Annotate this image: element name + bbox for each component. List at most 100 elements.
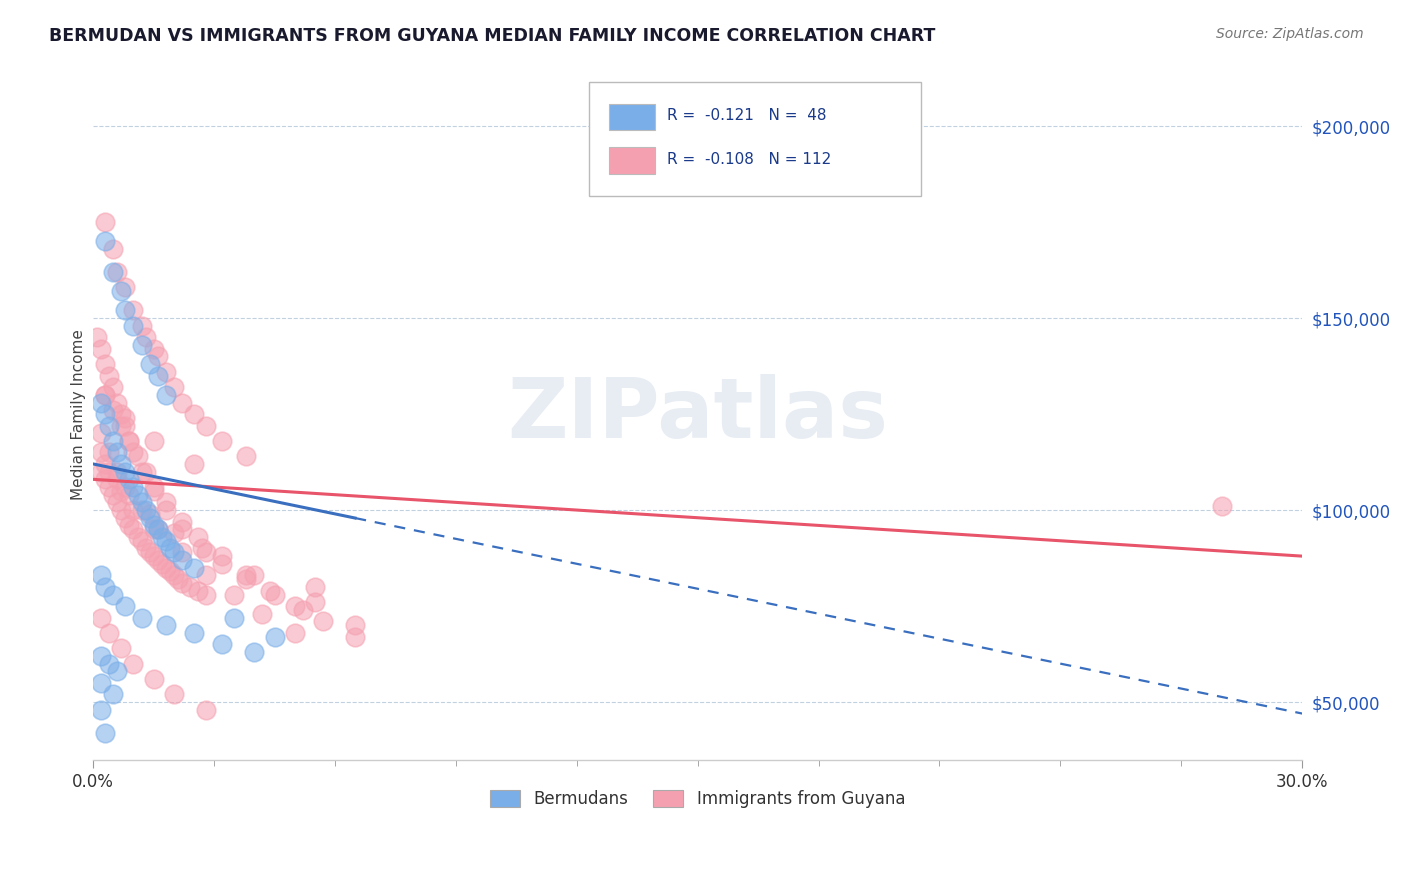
- Point: [110, 418, 132, 433]
- Point: [110, 483, 132, 498]
- Point: [131, 533, 153, 548]
- Point: [150, 557, 173, 571]
- Bar: [609, 103, 655, 130]
- Point: [94, 388, 117, 402]
- Point: [90, 426, 112, 441]
- Point: [183, 560, 205, 574]
- Point: [155, 533, 177, 548]
- Point: [344, 630, 367, 644]
- Point: [90, 568, 112, 582]
- Point: [118, 518, 141, 533]
- Point: [146, 522, 169, 536]
- Point: [118, 434, 141, 448]
- Point: [131, 610, 153, 624]
- Point: [103, 488, 125, 502]
- Legend: Bermudans, Immigrants from Guyana: Bermudans, Immigrants from Guyana: [484, 783, 912, 815]
- Point: [142, 672, 165, 686]
- Point: [146, 368, 169, 383]
- Point: [142, 342, 165, 356]
- Point: [118, 488, 141, 502]
- Point: [142, 518, 165, 533]
- Point: [98, 368, 121, 383]
- Point: [114, 599, 136, 613]
- Point: [155, 388, 177, 402]
- Point: [304, 580, 326, 594]
- Point: [114, 303, 136, 318]
- Point: [166, 572, 188, 586]
- Point: [224, 588, 246, 602]
- Point: [103, 434, 125, 448]
- Text: R =  -0.121   N =  48: R = -0.121 N = 48: [668, 108, 827, 123]
- Point: [122, 522, 145, 536]
- Point: [114, 465, 136, 479]
- Point: [252, 607, 274, 621]
- Point: [98, 445, 121, 459]
- Point: [155, 560, 177, 574]
- Point: [90, 395, 112, 409]
- Point: [211, 557, 233, 571]
- Point: [98, 465, 121, 479]
- Point: [131, 495, 153, 509]
- Point: [195, 568, 218, 582]
- Point: [122, 318, 145, 333]
- Point: [146, 553, 169, 567]
- Point: [150, 530, 173, 544]
- Point: [127, 530, 149, 544]
- Point: [94, 580, 117, 594]
- Point: [138, 545, 160, 559]
- Point: [211, 434, 233, 448]
- Point: [138, 507, 160, 521]
- Point: [224, 610, 246, 624]
- Point: [94, 472, 117, 486]
- Point: [90, 675, 112, 690]
- Point: [155, 365, 177, 379]
- Point: [235, 568, 257, 582]
- Point: [98, 480, 121, 494]
- Point: [163, 380, 186, 394]
- Point: [304, 595, 326, 609]
- Point: [146, 522, 169, 536]
- Point: [90, 703, 112, 717]
- Point: [183, 407, 205, 421]
- Text: BERMUDAN VS IMMIGRANTS FROM GUYANA MEDIAN FAMILY INCOME CORRELATION CHART: BERMUDAN VS IMMIGRANTS FROM GUYANA MEDIA…: [49, 27, 935, 45]
- Point: [155, 495, 177, 509]
- Point: [170, 522, 193, 536]
- Point: [235, 450, 257, 464]
- Text: Source: ZipAtlas.com: Source: ZipAtlas.com: [1216, 27, 1364, 41]
- Point: [1211, 500, 1233, 514]
- Point: [312, 615, 335, 629]
- Point: [90, 342, 112, 356]
- Point: [170, 545, 193, 559]
- Point: [94, 407, 117, 421]
- Point: [131, 318, 153, 333]
- Point: [159, 541, 181, 556]
- Point: [105, 495, 128, 509]
- Point: [90, 648, 112, 663]
- Point: [135, 503, 157, 517]
- Point: [90, 445, 112, 459]
- Point: [263, 588, 285, 602]
- Point: [105, 472, 128, 486]
- Point: [155, 618, 177, 632]
- Point: [110, 641, 132, 656]
- Text: R =  -0.108   N = 112: R = -0.108 N = 112: [668, 152, 832, 167]
- Point: [179, 580, 201, 594]
- Point: [105, 445, 128, 459]
- Point: [103, 588, 125, 602]
- Point: [138, 357, 160, 371]
- Point: [135, 541, 157, 556]
- Point: [142, 549, 165, 563]
- Point: [195, 588, 218, 602]
- Point: [163, 687, 186, 701]
- Point: [170, 395, 193, 409]
- Point: [183, 626, 205, 640]
- Point: [187, 583, 209, 598]
- Point: [122, 445, 145, 459]
- Point: [122, 303, 145, 318]
- Point: [131, 338, 153, 352]
- Point: [94, 725, 117, 739]
- Point: [142, 434, 165, 448]
- Point: [146, 350, 169, 364]
- Point: [110, 457, 132, 471]
- Point: [94, 457, 117, 471]
